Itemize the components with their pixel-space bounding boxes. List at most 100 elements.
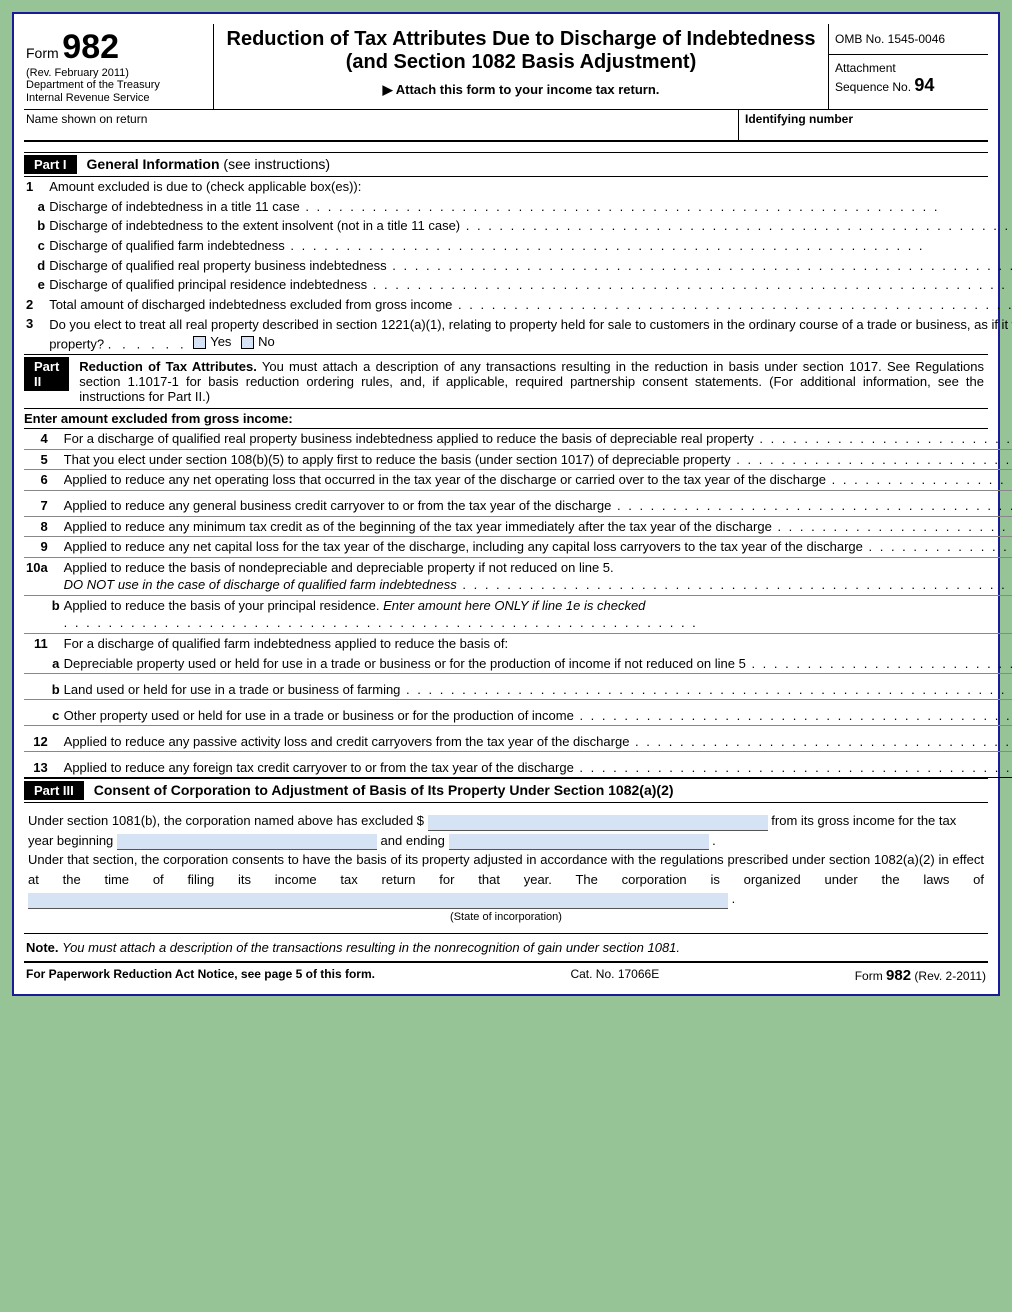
p3-text-1c: and ending [381,833,445,848]
header-center: Reduction of Tax Attributes Due to Disch… [214,24,828,109]
footer-left: For Paperwork Reduction Act Notice, see … [26,967,375,984]
part2-label: Part II [24,357,69,391]
line11a-text: Depreciable property used or held for us… [64,656,746,671]
header-right: OMB No. 1545-0046 Attachment Sequence No… [828,24,988,109]
line11c-text: Other property used or held for use in a… [64,708,574,723]
line-sub-1b: b [35,216,47,236]
checkbox-no[interactable] [241,336,254,349]
line-sub-1c: c [35,236,47,256]
line1b-text: Discharge of indebtedness to the extent … [49,218,460,233]
line5-text: That you elect under section 108(b)(5) t… [64,452,731,467]
line-num-1: 1 [24,177,35,197]
line-num-11: 11 [24,634,50,654]
line1d-text: Discharge of qualified real property bus… [49,258,386,273]
part2-title-bold: Reduction of Tax Attributes. [79,359,257,374]
dept-treasury: Department of the Treasury [26,79,207,92]
line-num-9: 9 [24,537,50,558]
part1-header: Part I General Information (see instruct… [24,152,988,177]
line1-text: Amount excluded is due to (check applica… [47,177,1012,197]
part2-header: Part II Reduction of Tax Attributes. You… [24,354,988,409]
line12-text: Applied to reduce any passive activity l… [64,734,630,749]
yes-label: Yes [210,333,231,351]
part1-title-rest: (see instructions) [220,156,330,172]
part3-body: Under section 1081(b), the corporation n… [24,803,988,933]
header-left: Form 982 (Rev. February 2011) Department… [24,24,214,109]
footer-right-c: (Rev. 2-2011) [911,969,986,983]
note-text: You must attach a description of the tra… [62,940,680,955]
form-982: Form 982 (Rev. February 2011) Department… [24,24,988,984]
line-num-13: 13 [24,758,50,778]
footer-right-a: Form [855,969,886,983]
part3-header: Part III Consent of Corporation to Adjus… [24,778,988,803]
line-num-12: 12 [24,732,50,752]
part2-table: 4 For a discharge of qualified real prop… [24,429,1012,778]
line1e-text: Discharge of qualified principal residen… [49,277,367,292]
blank-end-date[interactable] [449,834,709,850]
line-sub-11a: a [50,654,62,674]
line-sub-10b: b [50,595,62,633]
line-num-2: 2 [24,295,35,315]
form-header: Form 982 (Rev. February 2011) Department… [24,24,988,110]
p3-text-2: Under that section, the corporation cons… [28,852,984,887]
line-num-4: 4 [24,429,50,449]
attachment-label: Attachment [835,61,982,75]
line10a-text1: Applied to reduce the basis of nondeprec… [64,560,614,575]
line11b-text: Land used or held for use in a trade or … [64,682,401,697]
name-row: Name shown on return Identifying number [24,110,988,142]
line4-text: For a discharge of qualified real proper… [64,431,754,446]
no-label: No [258,333,275,351]
form-border: Form 982 (Rev. February 2011) Department… [12,12,1000,996]
line-sub-1e: e [35,275,47,295]
revision-date: (Rev. February 2011) [26,67,207,79]
footer-right-b: 982 [886,967,911,984]
checkbox-yes[interactable] [193,336,206,349]
blank-amount[interactable] [428,815,768,831]
line-num-8: 8 [24,516,50,537]
line10a-text2: DO NOT use in the case of discharge of q… [64,577,457,592]
line-num-10a: 10a [24,557,50,595]
part1-table: 1 Amount excluded is due to (check appli… [24,177,1012,354]
footer-center: Cat. No. 17066E [570,967,659,984]
seq-number: 94 [914,75,934,95]
state-label: (State of incorporation) [28,909,984,926]
line2-text: Total amount of discharged indebtedness … [49,297,452,312]
name-on-return-label: Name shown on return [24,110,738,140]
line-num-7: 7 [24,496,50,516]
line-sub-11b: b [50,680,62,700]
line10b-text1: Applied to reduce the basis of your prin… [64,598,383,613]
omb-number: OMB No. 1545-0046 [829,24,988,55]
note-row: Note. You must attach a description of t… [24,933,988,963]
attach-instruction: ▶ Attach this form to your income tax re… [224,82,818,98]
seq-label: Sequence No. [835,80,911,94]
blank-begin-date[interactable] [117,834,377,850]
line-sub-1d: d [35,256,47,276]
identifying-number-label: Identifying number [738,110,988,140]
line-num-6: 6 [24,470,50,491]
form-title: Reduction of Tax Attributes Due to Disch… [224,28,818,74]
part1-label: Part I [24,155,77,174]
part3-title: Consent of Corporation to Adjustment of … [94,782,674,798]
line-num-3: 3 [24,314,35,354]
line1c-text: Discharge of qualified farm indebtedness [49,238,285,253]
part1-title-bold: General Information [87,156,220,172]
line9-text: Applied to reduce any net capital loss f… [64,539,863,554]
form-word: Form [26,45,59,61]
line7-text: Applied to reduce any general business c… [64,498,612,513]
line8-text: Applied to reduce any minimum tax credit… [64,519,772,534]
footer: For Paperwork Reduction Act Notice, see … [24,963,988,984]
p3-text-1a: Under section 1081(b), the corporation n… [28,813,424,828]
line1a-text: Discharge of indebtedness in a title 11 … [49,199,300,214]
enter-amount-header: Enter amount excluded from gross income: [24,409,988,429]
line13-text: Applied to reduce any foreign tax credit… [64,760,574,775]
line6-text: Applied to reduce any net operating loss… [64,472,826,487]
dept-irs: Internal Revenue Service [26,92,207,105]
line-sub-11c: c [50,706,62,726]
part3-label: Part III [24,781,84,800]
line-num-5: 5 [24,449,50,470]
note-bold: Note. [26,940,59,955]
blank-state[interactable] [28,893,728,909]
line-sub-1a: a [35,197,47,217]
line10b-text2: Enter amount here ONLY if line 1e is che… [383,598,645,613]
form-number: 982 [62,28,119,66]
line11-text: For a discharge of qualified farm indebt… [62,634,1012,654]
